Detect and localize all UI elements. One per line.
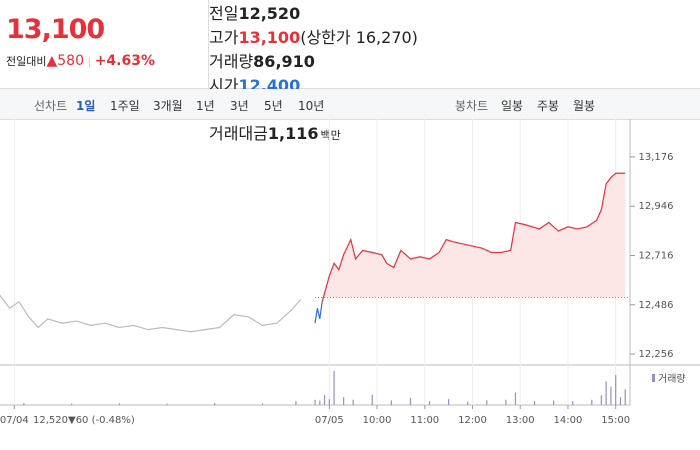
stat-label: 거래대금: [209, 124, 268, 143]
footer-change: ▼60 (-0.48%): [68, 415, 135, 426]
candle-tab[interactable]: 주봉: [537, 99, 560, 113]
y-tick-label: 12,256: [639, 349, 674, 360]
legend-swatch: [652, 374, 655, 382]
volume-bar: [505, 399, 507, 405]
x-tick-label: 13:00: [506, 415, 535, 426]
volume-bar: [371, 394, 373, 405]
volume-bar: [615, 374, 617, 405]
volume-bar: [314, 399, 316, 405]
volume-bar: [600, 395, 602, 405]
stat: 거래대금1,116 백만: [209, 120, 700, 144]
volume-bar: [214, 403, 216, 405]
volume-bar: [118, 403, 120, 405]
volume-bar: [319, 400, 321, 405]
stat-note: (상한가 16,270): [300, 28, 418, 47]
volume-bar: [352, 399, 354, 405]
change-label: 전일대비: [6, 55, 47, 68]
volume-bar: [553, 400, 555, 405]
volume-bar: [605, 381, 607, 405]
volume-bar: [572, 401, 574, 405]
stat: 전일12,520: [209, 0, 700, 24]
volume-bar: [323, 395, 326, 405]
stat: 고가13,100(상한가 16,270): [209, 24, 700, 48]
x-tick-label: 10:00: [363, 415, 392, 426]
tab-bar: 선차트 봉차트 1일 1주일 3개월 1년 3년 5년 10년 일봉 주봉 월봉: [0, 89, 700, 120]
period-tab[interactable]: 1일: [76, 99, 96, 113]
x-tick-label: 07/04: [0, 415, 29, 426]
volume-bar: [166, 403, 168, 405]
stat-label: 고가: [209, 28, 239, 47]
y-tick-label: 13,176: [639, 152, 674, 163]
volume-bar: [261, 403, 264, 405]
volume-bar: [624, 389, 626, 405]
volume-bar: [409, 397, 412, 405]
period-tab[interactable]: 5년: [264, 99, 283, 113]
stats: 전일12,520 고가13,100(상한가 16,270) 거래량86,910 시가1…: [208, 0, 700, 143]
volume-bar: [333, 370, 335, 405]
x-tick-label: 15:00: [601, 415, 630, 426]
period-tab[interactable]: 10년: [298, 99, 325, 113]
line-chart-label: 선차트: [34, 99, 68, 113]
volume-bar: [619, 397, 622, 405]
change-pct: +4.63%: [94, 53, 156, 69]
price-line: [314, 301, 323, 324]
y-tick-label: 12,946: [639, 201, 674, 212]
volume-bar: [295, 401, 297, 405]
period-tab[interactable]: 1주일: [110, 99, 140, 113]
volume-bar: [467, 401, 469, 405]
volume-bar: [23, 403, 25, 405]
stat-value: 1,116: [267, 124, 319, 143]
volume-bar: [390, 400, 392, 405]
volume-bar: [343, 397, 345, 405]
stat-label: 전일: [209, 4, 239, 23]
period-tab[interactable]: 3년: [230, 99, 249, 113]
chart: 07/04 07/05 10:00 11:00 12:00 13:00 14:00 15:00…: [0, 119, 700, 426]
volume-bar: [533, 401, 536, 405]
volume-bar: [328, 399, 330, 405]
volume-bar: [70, 403, 73, 405]
volume-bar: [610, 386, 612, 405]
stat: 거래량86,910: [209, 48, 700, 72]
period-tab[interactable]: 3개월: [153, 99, 183, 113]
volume-bar: [486, 400, 488, 405]
volume-bar: [514, 392, 517, 405]
x-tick-label: 12:00: [458, 415, 487, 426]
area: [322, 173, 626, 302]
volume-bar: [428, 401, 431, 405]
stat-unit: 백만: [320, 129, 341, 142]
period-tab[interactable]: 1년: [196, 99, 215, 113]
volume-bar: [591, 399, 593, 405]
stat-value: 86,910: [253, 52, 315, 71]
candle-tab[interactable]: 월봉: [573, 99, 596, 113]
candle-chart-label: 봉차트: [455, 99, 489, 113]
divider: |: [87, 55, 92, 68]
quote-header: 13,100 전일대비▲580 | +4.63% 전일12,520 고가13,10…: [0, 0, 700, 143]
price-line: [321, 172, 626, 302]
volume-bar: [448, 399, 450, 405]
price-line: [0, 294, 302, 333]
change-value: ▲580: [46, 53, 84, 69]
x-tick-label: 14:00: [554, 415, 583, 426]
stat-value: 12,520: [238, 4, 301, 23]
stat-value: 13,100: [238, 28, 301, 47]
candle-tab[interactable]: 일봉: [501, 99, 524, 113]
y-tick-label: 12,716: [639, 251, 674, 262]
stat-label: 거래량: [209, 52, 254, 71]
footer-close: 12,520: [33, 415, 68, 426]
change: 전일대비▲580 | +4.63%: [6, 53, 155, 69]
x-tick-label: 11:00: [410, 415, 439, 426]
price: 13,100: [6, 14, 105, 45]
x-tick-label: 07/05: [315, 415, 344, 426]
y-tick-label: 12,486: [639, 300, 674, 311]
legend-label: 거래량: [658, 373, 686, 385]
